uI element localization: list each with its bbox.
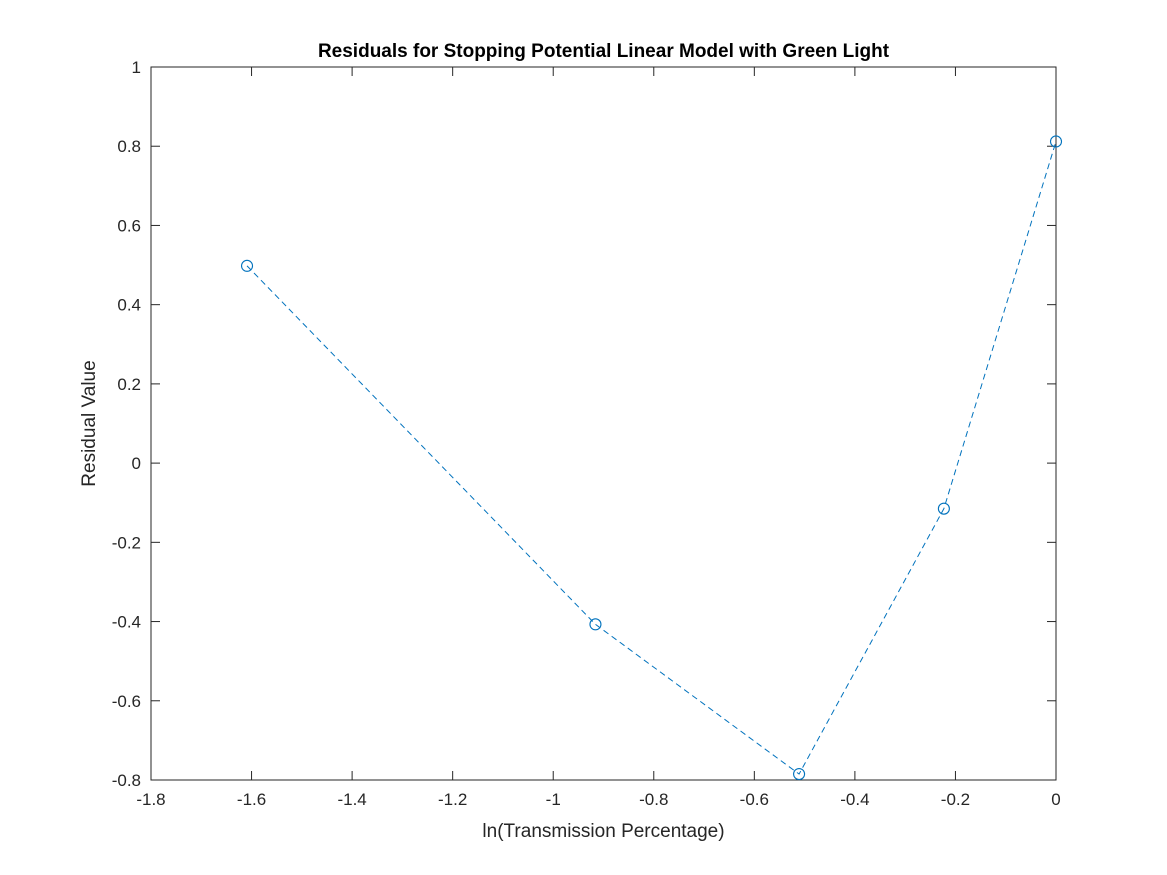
y-tick-labels: -0.8 -0.6 -0.4 -0.2 0 0.2 0.4 0.6 0.8 1 xyxy=(112,58,141,790)
y-tick-label: 1 xyxy=(132,58,141,77)
data-point-marker xyxy=(937,502,950,515)
chart-title: Residuals for Stopping Potential Linear … xyxy=(318,41,890,62)
y-axis-title: Residual Value xyxy=(79,360,100,486)
y-tick-label: 0.2 xyxy=(117,375,141,394)
series-layer xyxy=(240,135,1063,781)
y-tick-label: -0.2 xyxy=(112,533,141,552)
x-tick-label: -1.6 xyxy=(237,790,266,809)
x-tick-label: -0.8 xyxy=(639,790,668,809)
y-tick-label: -0.4 xyxy=(112,613,141,632)
x-tick-label: -0.6 xyxy=(740,790,769,809)
y-tick-label: 0.4 xyxy=(117,296,141,315)
x-tick-label: -1 xyxy=(546,790,561,809)
x-axis-title: ln(Transmission Percentage) xyxy=(482,821,724,842)
x-tick-labels: -1.8 -1.6 -1.4 -1.2 -1 -0.8 -0.6 -0.4 -0.2 0 xyxy=(136,790,1060,809)
y-tick-label: 0.6 xyxy=(117,216,141,235)
y-tick-label: -0.8 xyxy=(112,771,141,790)
series-line xyxy=(246,141,1057,775)
x-tick-label: -0.4 xyxy=(840,790,869,809)
x-tick-label: -1.2 xyxy=(438,790,467,809)
x-tick-label: 0 xyxy=(1051,790,1060,809)
y-tick-label: 0.8 xyxy=(117,137,141,156)
axis-ticks xyxy=(150,66,1057,781)
plot-area xyxy=(150,66,1057,781)
data-point-marker xyxy=(589,618,602,631)
x-tick-label: -1.8 xyxy=(136,790,165,809)
data-point-marker xyxy=(1049,135,1063,148)
x-tick-label: -0.2 xyxy=(941,790,970,809)
y-tick-label: 0 xyxy=(132,454,141,473)
x-tick-label: -1.4 xyxy=(337,790,366,809)
data-point-marker xyxy=(240,259,254,272)
y-tick-label: -0.6 xyxy=(112,692,141,711)
data-point-marker xyxy=(793,768,806,781)
